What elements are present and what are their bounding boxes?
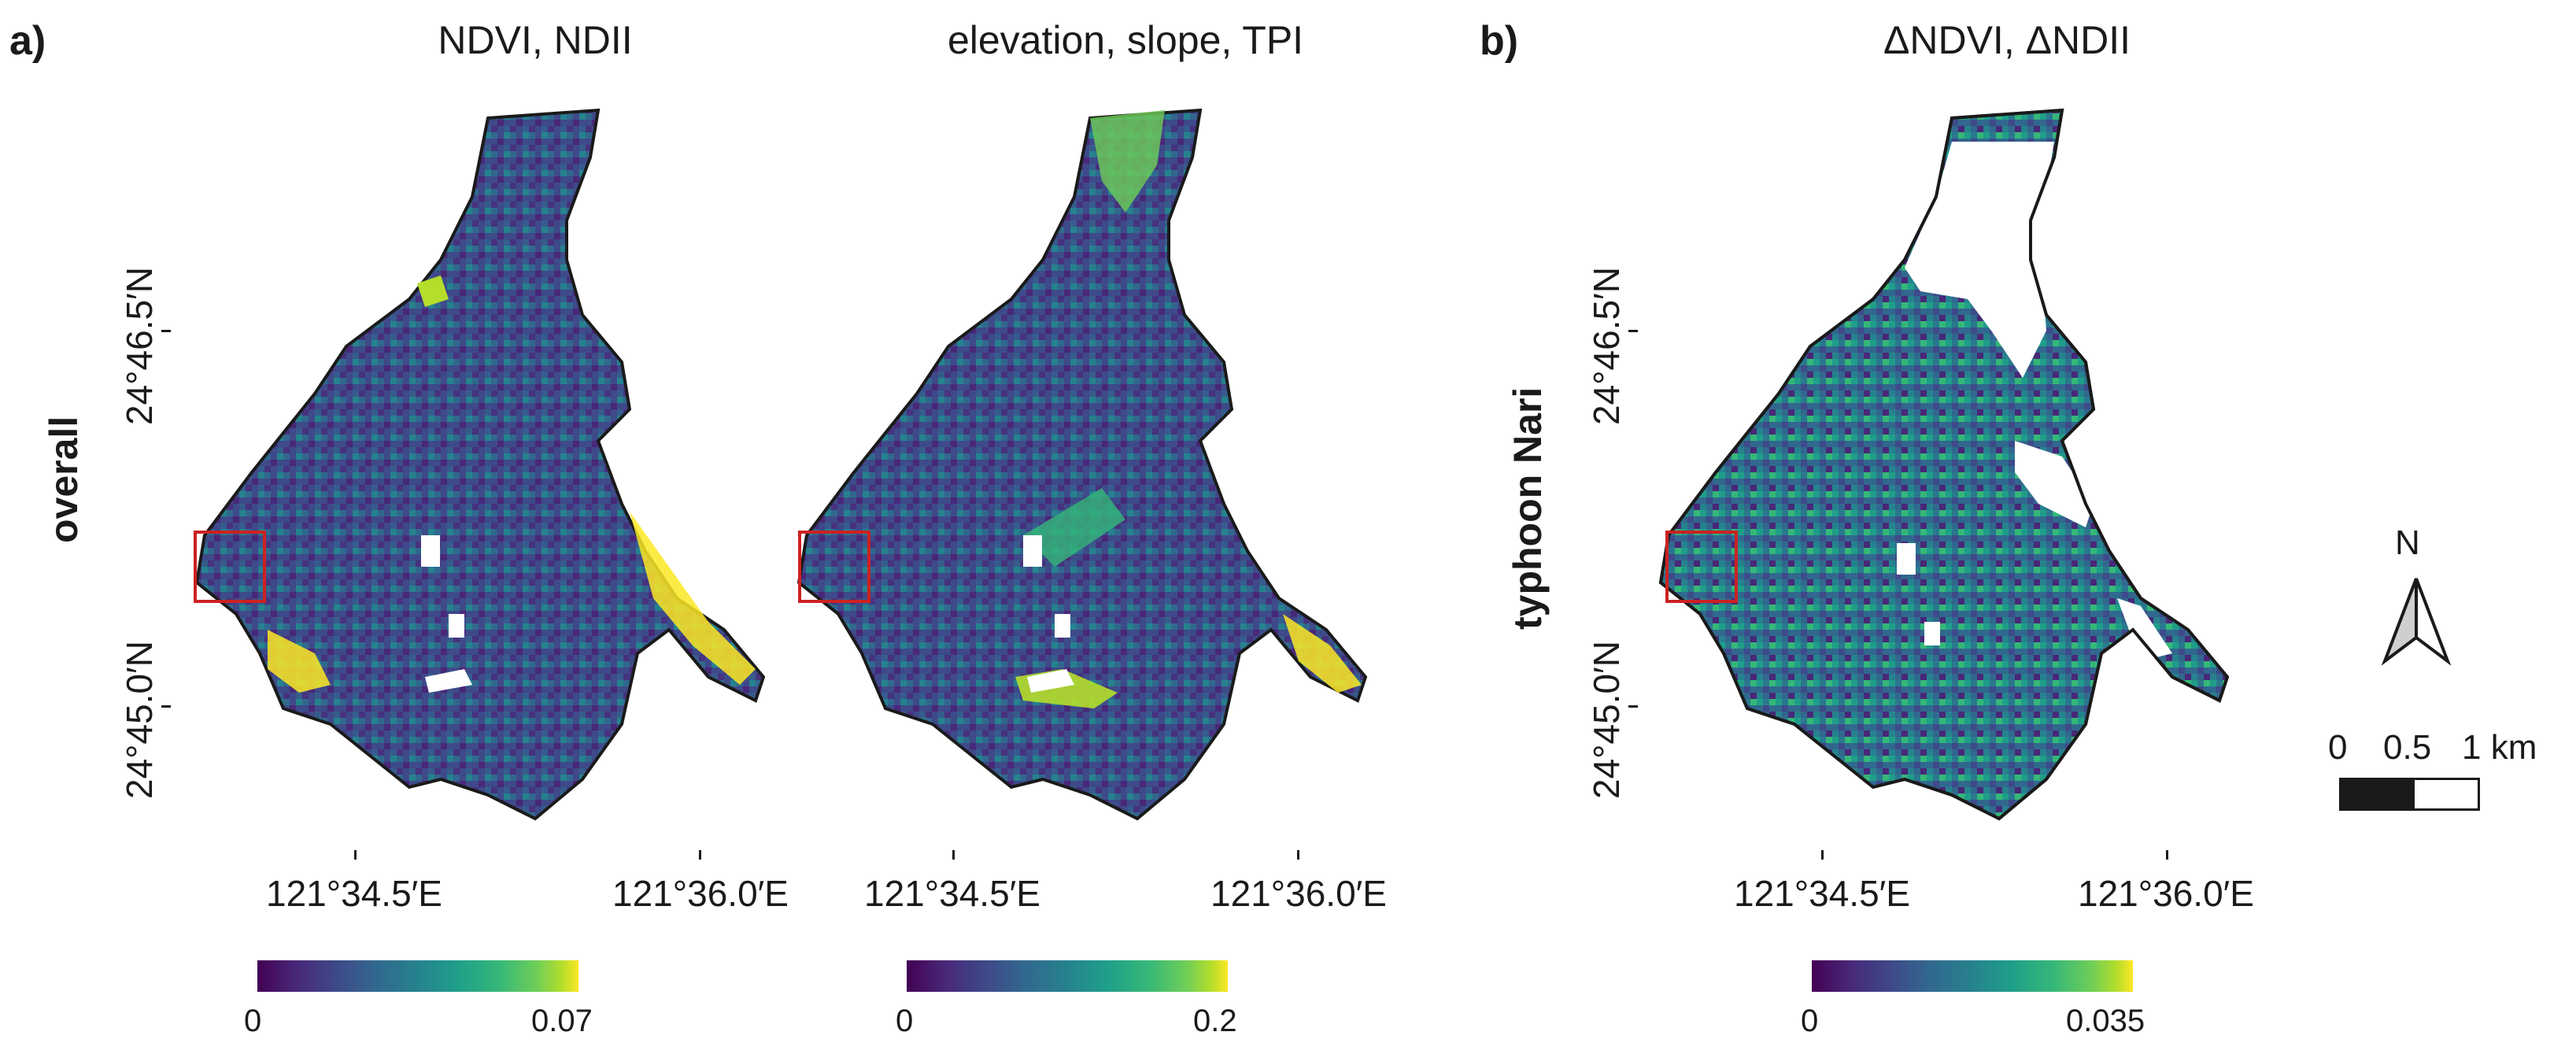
- lon-label-1a: 121°34.5′E: [266, 873, 442, 914]
- scale-bar-black: [2339, 778, 2415, 811]
- north-arrow-icon: [2381, 578, 2452, 666]
- lat-tick-lower-a: [161, 705, 171, 708]
- colorbar-map1: [257, 960, 578, 992]
- scale-label-0: 0: [2328, 728, 2348, 767]
- colorbar-map1-min: 0: [244, 1004, 262, 1038]
- colorbar-map3-min: 0: [1801, 1004, 1819, 1038]
- lon-label-2a: 121°36.0′E: [612, 873, 789, 914]
- colorbar-map1-max: 0.07: [531, 1004, 593, 1038]
- colorbar-map2: [907, 960, 1228, 992]
- lon-tick-2a: [699, 850, 701, 860]
- lon-tick-1a: [354, 850, 357, 860]
- lon-label-2c: 121°36.0′E: [2078, 873, 2254, 914]
- colorbar-map3-max: 0.035: [2066, 1004, 2145, 1038]
- lon-label-2b: 121°36.0′E: [1210, 873, 1387, 914]
- lat-tick-upper-a: [161, 330, 171, 332]
- inset-box-map1: [194, 531, 266, 603]
- lat-tick-upper-b: [1628, 330, 1638, 332]
- lon-label-1b: 121°34.5′E: [864, 873, 1040, 914]
- lon-tick-1c: [1821, 850, 1824, 860]
- scale-label-half: 0.5: [2383, 728, 2432, 767]
- colorbar-map3: [1812, 960, 2133, 992]
- colorbar-map2-min: 0: [896, 1004, 914, 1038]
- scale-label-1km: 1 km: [2462, 728, 2537, 767]
- colorbar-map2-max: 0.2: [1193, 1004, 1237, 1038]
- lon-tick-2b: [1297, 850, 1299, 860]
- panel-b-letter: b): [1480, 18, 1519, 64]
- inset-box-map2: [798, 531, 870, 603]
- lon-tick-1b: [952, 850, 955, 860]
- map1-title: NDVI, NDII: [438, 18, 633, 62]
- lat-tick-lower-b: [1628, 705, 1638, 708]
- map2-title: elevation, slope, TPI: [947, 18, 1304, 62]
- scale-bar-white: [2412, 778, 2480, 811]
- map3-title: ΔNDVI, ΔNDII: [1883, 18, 2131, 62]
- panel-a-letter: a): [9, 18, 46, 64]
- north-arrow-label: N: [2395, 523, 2420, 562]
- lon-label-1c: 121°34.5′E: [1734, 873, 1910, 914]
- map2-catchment: [796, 108, 1368, 821]
- map1-catchment: [194, 108, 766, 821]
- map3-catchment: [1658, 108, 2230, 821]
- lon-tick-2c: [2166, 850, 2168, 860]
- inset-box-map3: [1665, 531, 1738, 603]
